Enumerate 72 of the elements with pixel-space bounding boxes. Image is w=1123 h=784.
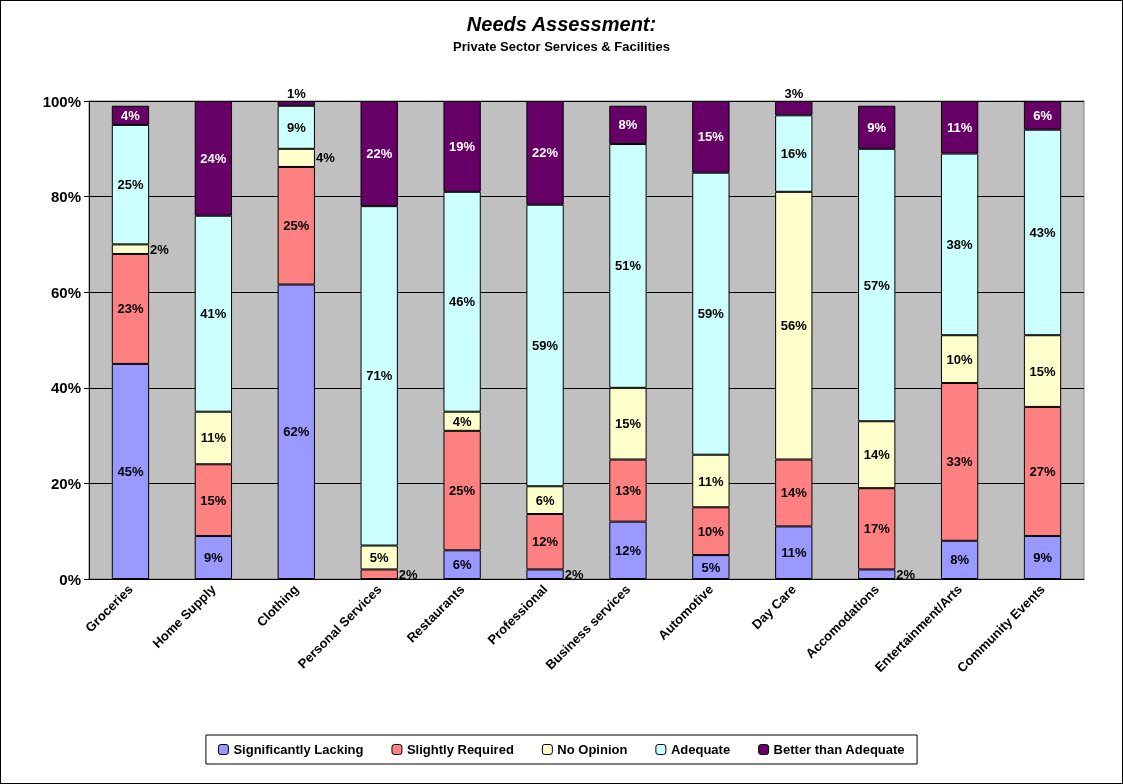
data-label: 19% xyxy=(449,138,476,154)
y-tick-label: 40% xyxy=(50,379,81,397)
data-label: 15% xyxy=(200,492,227,508)
data-label: 13% xyxy=(614,483,642,499)
y-tick-label: 20% xyxy=(50,474,81,492)
data-label: 38% xyxy=(946,236,974,252)
data-label: 9% xyxy=(286,119,307,135)
data-label: 10% xyxy=(946,351,974,367)
data-label: 57% xyxy=(863,277,891,293)
data-label: 11% xyxy=(200,430,227,446)
data-label: 6% xyxy=(452,557,472,573)
data-label: 59% xyxy=(532,338,559,353)
legend-label: Better than Adequate xyxy=(773,742,905,757)
data-label: 14% xyxy=(863,447,891,463)
chart-subtitle: Private Sector Services & Facilities xyxy=(453,39,670,54)
data-label: 12% xyxy=(614,542,642,558)
data-label: 59% xyxy=(697,306,725,322)
data-label: 2% xyxy=(564,566,584,582)
data-label: 45% xyxy=(117,463,144,479)
data-label: 15% xyxy=(614,416,642,432)
data-label: 14% xyxy=(780,485,808,501)
data-label: 4% xyxy=(452,413,472,429)
data-label: 43% xyxy=(1029,224,1056,240)
chart-title: Needs Assessment: xyxy=(466,13,657,35)
data-label: 8% xyxy=(950,552,970,568)
data-label: 2% xyxy=(150,241,170,257)
data-label: 1% xyxy=(286,86,307,101)
data-label: 9% xyxy=(1033,549,1053,565)
data-label: 46% xyxy=(449,294,476,310)
data-label: 6% xyxy=(1033,107,1053,123)
data-label: 4% xyxy=(315,150,336,166)
data-label: 51% xyxy=(614,258,642,274)
data-label: 22% xyxy=(532,145,559,161)
data-label: 11% xyxy=(781,545,807,561)
data-label: 15% xyxy=(1029,363,1056,379)
data-label: 4% xyxy=(121,107,141,123)
data-label: 71% xyxy=(366,368,393,384)
data-label: 5% xyxy=(701,559,721,575)
data-label: 56% xyxy=(780,318,808,334)
legend-label: Significantly Lacking xyxy=(233,742,364,757)
data-label: 24% xyxy=(200,150,227,166)
data-label: 6% xyxy=(535,492,555,508)
legend-label: Adequate xyxy=(670,742,731,757)
legend-label: Slightly Required xyxy=(406,742,514,757)
data-label: 15% xyxy=(697,129,725,145)
data-label: 2% xyxy=(896,566,916,582)
data-label: 11% xyxy=(946,119,973,135)
legend-label: No Opinion xyxy=(557,742,628,757)
data-label: 9% xyxy=(203,549,224,565)
data-label: 62% xyxy=(283,424,310,440)
data-label: 2% xyxy=(398,566,419,582)
y-tick-label: 80% xyxy=(50,188,81,206)
data-label: 3% xyxy=(784,86,804,101)
data-label: 17% xyxy=(863,521,891,537)
data-label: 22% xyxy=(366,146,393,162)
data-label: 11% xyxy=(698,473,724,489)
data-label: 12% xyxy=(532,534,559,550)
data-label: 41% xyxy=(200,306,227,322)
data-label: 5% xyxy=(369,549,390,565)
y-tick-label: 100% xyxy=(42,92,81,110)
data-label: 25% xyxy=(117,177,144,193)
data-label: 25% xyxy=(449,483,476,499)
y-tick-label: 60% xyxy=(50,283,81,301)
data-label: 33% xyxy=(946,454,974,470)
y-tick-label: 0% xyxy=(59,570,81,588)
data-label: 9% xyxy=(867,119,887,135)
data-label: 10% xyxy=(697,523,725,539)
data-label: 8% xyxy=(618,117,638,133)
data-label: 16% xyxy=(780,146,808,162)
data-label: 23% xyxy=(117,301,144,317)
data-label: 25% xyxy=(283,218,310,234)
data-label: 27% xyxy=(1029,463,1056,479)
